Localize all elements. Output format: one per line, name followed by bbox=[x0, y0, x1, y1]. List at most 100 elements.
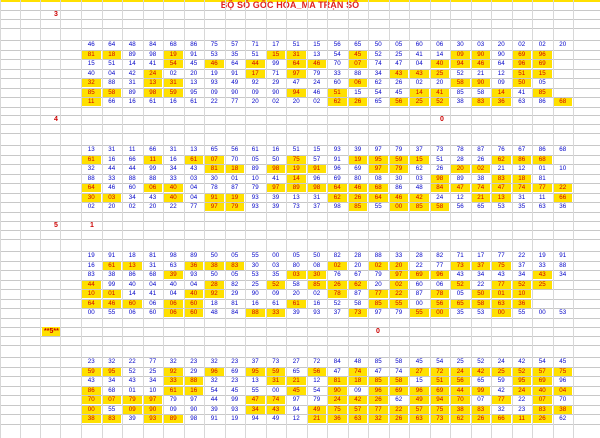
matrix-cell: 38 bbox=[82, 415, 101, 423]
matrix-cell: 68 bbox=[559, 146, 567, 153]
matrix-cell: 92 bbox=[164, 367, 183, 376]
matrix-cell: 81 bbox=[231, 299, 239, 307]
table-row: 15 51 14 41 54 45 46 64 44 99 64 46 70 07 74 47 04 40 94 46… bbox=[0, 59, 600, 68]
matrix-cell: 29 bbox=[272, 79, 280, 86]
matrix-cell: 87 bbox=[231, 184, 239, 191]
matrix-cell: 20 bbox=[149, 203, 157, 210]
matrix-cell: 27 bbox=[410, 367, 429, 376]
matrix-cell: 40 bbox=[164, 193, 183, 202]
matrix-cell: 69 bbox=[533, 60, 552, 68]
matrix-cell: 58 bbox=[292, 280, 300, 288]
matrix-cell: 25 bbox=[149, 367, 157, 375]
matrix-cell: 94 bbox=[251, 415, 259, 422]
matrix-cell: 65 bbox=[374, 98, 382, 105]
matrix-cell: 19 bbox=[210, 69, 218, 77]
matrix-cell: 62 bbox=[395, 396, 403, 403]
matrix-cell: 14 bbox=[287, 174, 306, 183]
matrix-cell: 97 bbox=[389, 271, 408, 279]
matrix-cell: 46 bbox=[205, 60, 224, 68]
matrix-cell: 04 bbox=[190, 280, 198, 288]
matrix-cell: 97 bbox=[287, 69, 306, 78]
matrix-cell: 97 bbox=[190, 396, 198, 403]
matrix-cell: 15 bbox=[410, 155, 429, 164]
matrix-cell: 64 bbox=[82, 184, 101, 192]
matrix-cell: 10 bbox=[251, 174, 259, 182]
matrix-cell: 89 bbox=[164, 415, 183, 423]
matrix-cell: 62 bbox=[559, 415, 567, 422]
matrix-cell: 73 bbox=[451, 261, 470, 270]
matrix-cell: 48 bbox=[128, 41, 136, 48]
matrix-cell: 15 bbox=[354, 88, 362, 96]
matrix-cell: 08 bbox=[374, 174, 382, 182]
matrix-cell: 90 bbox=[328, 386, 347, 395]
matrix-cell: 69 bbox=[430, 386, 449, 395]
matrix-cell: 32 bbox=[369, 415, 388, 423]
matrix-cell: 02 bbox=[518, 41, 526, 48]
matrix-cell: 89 bbox=[128, 88, 136, 96]
matrix-cell: 06 bbox=[436, 41, 444, 48]
matrix-cell: 51 bbox=[512, 69, 531, 78]
matrix-cell: 70 bbox=[559, 396, 567, 403]
matrix-cell: 68 bbox=[533, 155, 552, 164]
matrix-cell: 07 bbox=[533, 396, 552, 404]
matrix-cell: 22 bbox=[128, 358, 136, 365]
matrix-cell: 93 bbox=[190, 271, 198, 278]
matrix-cell: 53 bbox=[210, 50, 218, 58]
matrix-cell: 00 bbox=[415, 299, 423, 307]
matrix-cell: 77 bbox=[492, 280, 511, 289]
matrix-cell: 53 bbox=[497, 203, 505, 210]
matrix-cell: 20 bbox=[559, 41, 567, 48]
matrix-cell: 40 bbox=[184, 290, 203, 298]
matrix-cell: 23 bbox=[231, 377, 239, 384]
matrix-cell: 17 bbox=[272, 41, 280, 48]
matrix-cell: 94 bbox=[430, 396, 449, 404]
separator-row bbox=[0, 124, 600, 133]
matrix-cell: 42 bbox=[410, 193, 429, 202]
matrix-cell: 22 bbox=[518, 396, 526, 403]
matrix-cell: 71 bbox=[272, 69, 280, 77]
table-row: 32 88 31 13 31 13 93 49 92 29 47 24 60 06 62 26 02 20 58 90… bbox=[0, 78, 600, 87]
matrix-cell: 20 bbox=[190, 69, 198, 77]
matrix-cell: 77 bbox=[533, 184, 552, 192]
matrix-cell: 92 bbox=[205, 290, 224, 298]
matrix-cell: 62 bbox=[328, 193, 347, 202]
matrix-cell: 83 bbox=[87, 271, 95, 278]
matrix-cell: 61 bbox=[149, 98, 157, 105]
matrix-cell: 73 bbox=[348, 309, 367, 317]
grid-line bbox=[573, 0, 574, 438]
matrix-cell: 10 bbox=[559, 165, 567, 172]
matrix-cell: 35 bbox=[272, 271, 280, 278]
matrix-cell: 43 bbox=[456, 271, 464, 278]
matrix-cell: 26 bbox=[533, 415, 552, 423]
matrix-cell: 18 bbox=[225, 165, 244, 173]
matrix-cell: 46 bbox=[471, 60, 490, 68]
matrix-cell: 65 bbox=[354, 41, 362, 48]
grid-line bbox=[265, 0, 267, 438]
matrix-cell: 61 bbox=[184, 155, 203, 164]
matrix-cell: 43 bbox=[266, 405, 285, 414]
separator-row bbox=[0, 327, 600, 336]
matrix-cell: 09 bbox=[123, 405, 142, 414]
matrix-cell: 29 bbox=[190, 367, 198, 375]
matrix-cell: 54 bbox=[164, 60, 183, 68]
matrix-cell: 79 bbox=[313, 69, 321, 77]
matrix-cell: 86 bbox=[512, 155, 531, 164]
matrix-cell: 42 bbox=[128, 69, 136, 77]
matrix-cell: 28 bbox=[205, 280, 224, 289]
separator-row bbox=[0, 239, 600, 248]
matrix-cell: 20 bbox=[251, 98, 259, 105]
matrix-cell: 52 bbox=[512, 280, 531, 289]
matrix-cell: 70 bbox=[333, 60, 341, 67]
matrix-cell: 91 bbox=[108, 252, 116, 259]
separator-row bbox=[0, 106, 600, 116]
matrix-cell: 03 bbox=[102, 193, 121, 202]
matrix-cell: 74 bbox=[471, 184, 490, 192]
matrix-cell: 25 bbox=[395, 50, 403, 58]
matrix-cell: 26 bbox=[348, 98, 367, 106]
matrix-cell: 24 bbox=[497, 358, 505, 365]
table-row: 11 66 16 61 16 61 22 77 20 02 20 02 62 26 65 56 25 52 38 83… bbox=[0, 97, 600, 106]
matrix-cell: 99 bbox=[471, 386, 490, 395]
matrix-cell: 26 bbox=[471, 415, 490, 423]
matrix-cell: 68 bbox=[108, 386, 116, 394]
matrix-cell: 03 bbox=[477, 41, 485, 48]
